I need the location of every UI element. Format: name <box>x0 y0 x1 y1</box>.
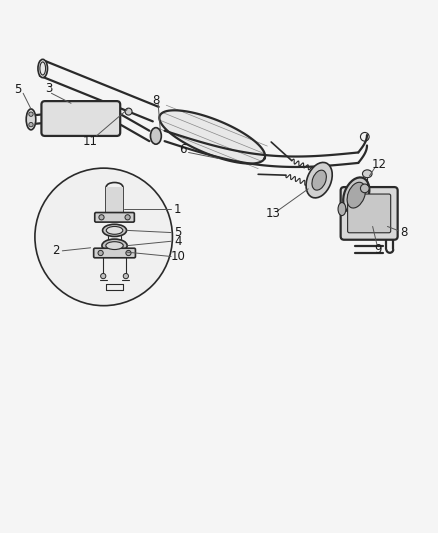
Text: 11: 11 <box>83 135 98 148</box>
Circle shape <box>101 273 106 279</box>
Ellipse shape <box>102 224 127 237</box>
Circle shape <box>98 251 103 256</box>
Ellipse shape <box>150 128 161 144</box>
Circle shape <box>29 123 33 127</box>
Ellipse shape <box>363 170 372 177</box>
FancyBboxPatch shape <box>341 187 398 240</box>
Circle shape <box>126 251 131 256</box>
FancyBboxPatch shape <box>42 101 120 136</box>
Ellipse shape <box>338 203 346 215</box>
Circle shape <box>360 184 369 193</box>
Text: 1: 1 <box>174 203 181 216</box>
Circle shape <box>99 215 104 220</box>
Polygon shape <box>106 187 123 220</box>
Ellipse shape <box>26 109 36 130</box>
Circle shape <box>125 215 130 220</box>
Text: 4: 4 <box>174 235 181 248</box>
Text: 8: 8 <box>152 94 159 107</box>
Ellipse shape <box>306 163 332 198</box>
Text: 10: 10 <box>170 250 185 263</box>
Text: 8: 8 <box>400 227 408 239</box>
FancyBboxPatch shape <box>348 194 391 233</box>
Circle shape <box>35 168 173 305</box>
Text: 6: 6 <box>180 143 187 156</box>
Ellipse shape <box>312 170 326 190</box>
Circle shape <box>29 112 33 116</box>
Text: 3: 3 <box>46 83 53 95</box>
Ellipse shape <box>347 182 365 208</box>
Text: 5: 5 <box>174 226 181 239</box>
Text: 5: 5 <box>14 83 21 96</box>
Circle shape <box>123 273 128 279</box>
Circle shape <box>125 108 132 115</box>
Ellipse shape <box>106 241 123 249</box>
FancyBboxPatch shape <box>95 213 134 222</box>
Ellipse shape <box>343 177 369 213</box>
FancyBboxPatch shape <box>94 248 135 258</box>
Text: 9: 9 <box>374 243 381 256</box>
Ellipse shape <box>102 239 127 252</box>
Polygon shape <box>159 110 265 164</box>
Text: 2: 2 <box>52 244 60 257</box>
Text: 12: 12 <box>372 158 387 171</box>
Text: 13: 13 <box>266 207 281 220</box>
Ellipse shape <box>38 59 47 78</box>
Ellipse shape <box>106 227 123 235</box>
